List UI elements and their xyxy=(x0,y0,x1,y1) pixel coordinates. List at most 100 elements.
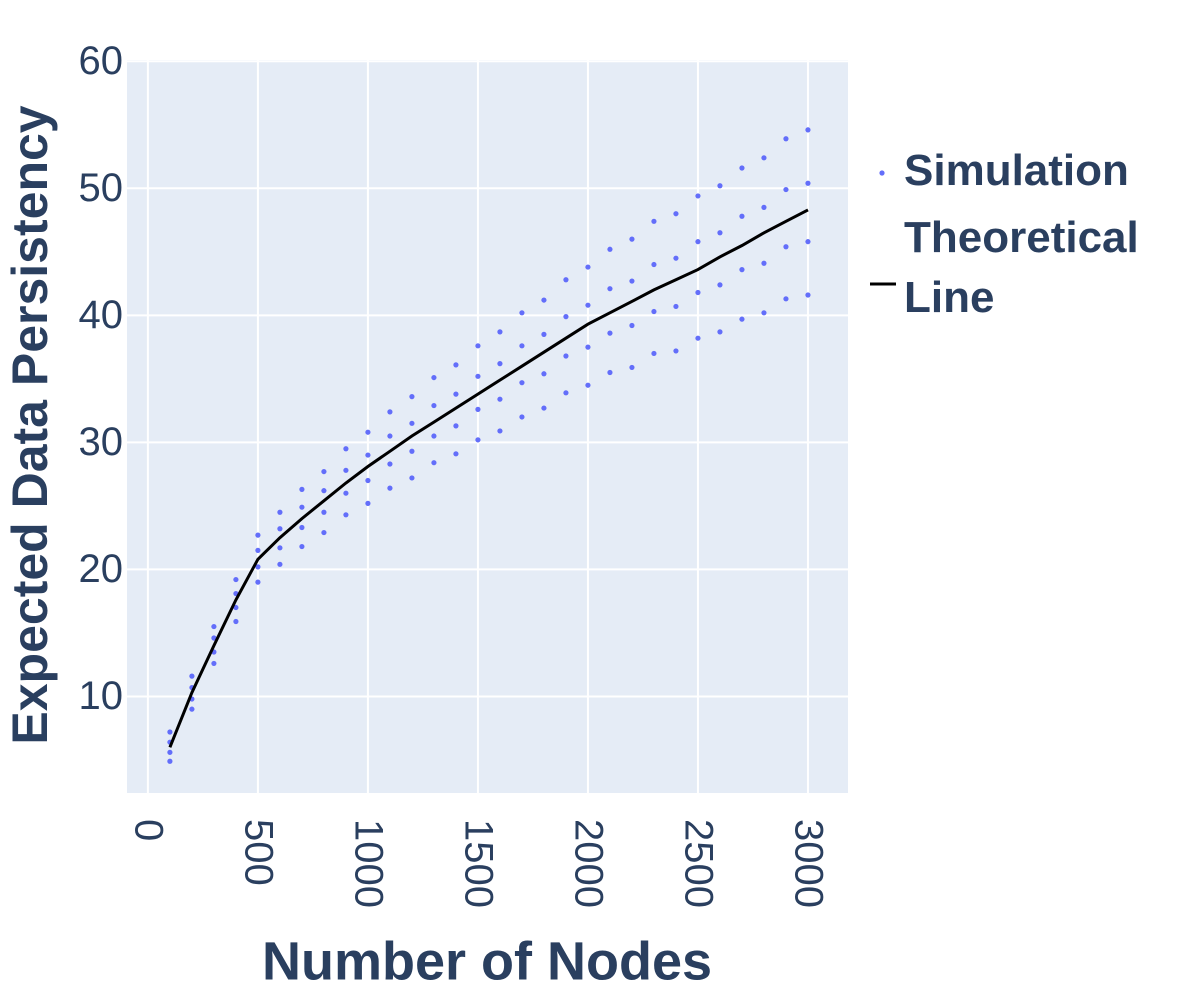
tick-labels: 0 500 1000 1500 2000 2500 3000 10 20 30 40 50 60 xyxy=(79,39,831,908)
scatter-point xyxy=(519,343,525,349)
scatter-point xyxy=(541,371,547,377)
scatter-point xyxy=(541,297,547,303)
legend-swatch xyxy=(879,170,885,176)
scatter-point xyxy=(585,344,591,350)
scatter-point xyxy=(299,543,305,550)
scatter-point xyxy=(607,369,613,376)
x-tick-label: 3000 xyxy=(786,819,830,908)
scatter-point xyxy=(629,236,635,242)
scatter-point xyxy=(563,277,569,283)
scatter-point xyxy=(343,467,349,473)
scatter-point xyxy=(717,230,723,236)
scatter-point xyxy=(189,706,195,712)
scatter-point xyxy=(321,529,327,536)
legend-swatch xyxy=(870,282,896,286)
scatter-point xyxy=(453,423,459,429)
scatter-point xyxy=(233,576,239,583)
x-tick-label: 1500 xyxy=(456,819,500,908)
scatter-point xyxy=(343,512,349,518)
scatter-point xyxy=(299,504,305,510)
scatter-point xyxy=(783,244,789,250)
scatter-point xyxy=(233,618,239,625)
scatter-point xyxy=(475,437,481,443)
scatter-point xyxy=(629,322,635,329)
scatter-point xyxy=(453,362,459,368)
y-tick-label: 30 xyxy=(79,420,124,464)
scatter-point xyxy=(475,343,481,349)
scatter-point xyxy=(585,302,591,308)
scatter-point xyxy=(695,335,701,341)
scatter-point xyxy=(651,218,657,224)
scatter-point xyxy=(717,329,723,335)
scatter-point xyxy=(541,405,547,411)
scatter-point xyxy=(343,446,349,452)
scatter-point xyxy=(519,310,525,316)
scatter-point xyxy=(211,623,217,630)
scatter-point xyxy=(651,261,657,268)
scatter-point xyxy=(695,239,701,245)
scatter-point xyxy=(761,155,767,161)
scatter-point xyxy=(563,314,569,320)
scatter-point xyxy=(607,246,613,252)
scatter-point xyxy=(805,127,811,133)
scatter-point xyxy=(739,267,745,273)
x-tick-label: 500 xyxy=(236,819,280,886)
legend-item[interactable]: Simulation xyxy=(870,140,1180,202)
scatter-point xyxy=(673,211,679,217)
x-tick-label: 2500 xyxy=(676,819,720,908)
scatter-point xyxy=(167,758,173,764)
scatter-point xyxy=(607,286,613,292)
scatter-point xyxy=(387,461,393,467)
scatter-point xyxy=(211,660,217,667)
scatter-point xyxy=(739,213,745,219)
scatter-point xyxy=(497,329,503,335)
scatter-point xyxy=(365,429,371,435)
scatter-point xyxy=(365,452,371,458)
scatter-point xyxy=(607,330,613,336)
scatter-point xyxy=(673,348,679,354)
scatter-point xyxy=(277,545,283,551)
x-tick-label: 0 xyxy=(126,819,170,841)
scatter-point xyxy=(673,255,679,261)
scatter-point xyxy=(343,490,349,496)
scatter-point xyxy=(761,204,767,210)
scatter-point xyxy=(321,468,327,475)
x-tick-label: 1000 xyxy=(346,819,390,908)
scatter-point xyxy=(255,532,261,538)
scatter-point xyxy=(805,292,811,298)
scatter-point xyxy=(563,390,569,396)
theoretical-line xyxy=(168,208,809,748)
legend-marker xyxy=(879,170,885,176)
scatter-point xyxy=(321,509,327,515)
x-axis-title: Number of Nodes xyxy=(262,931,712,991)
scatter-point xyxy=(409,420,415,426)
scatter-point xyxy=(167,729,173,735)
scatter-point xyxy=(299,524,305,531)
scatter-point xyxy=(695,289,701,296)
scatter-point xyxy=(387,433,393,439)
scatter-point xyxy=(541,331,547,337)
scatter-point xyxy=(695,193,701,199)
scatter-point xyxy=(783,296,789,302)
scatter-point xyxy=(431,402,437,409)
scatter-point xyxy=(717,282,723,288)
scatter-point xyxy=(519,414,525,420)
y-tick-label: 10 xyxy=(79,674,124,718)
scatter-point xyxy=(409,448,415,454)
scatter-point xyxy=(585,382,591,388)
scatter-point xyxy=(321,488,327,494)
scatter-point xyxy=(365,500,371,506)
scatter-point xyxy=(277,509,283,515)
scatter-point xyxy=(277,526,283,532)
scatter-point xyxy=(673,303,679,310)
scatter-point xyxy=(387,409,393,415)
scatter-point xyxy=(255,579,261,585)
scatter-point xyxy=(563,353,569,359)
scatter-point xyxy=(717,183,723,189)
y-tick-label: 40 xyxy=(79,293,124,337)
legend-item[interactable]: Theoretical Line xyxy=(870,208,1180,329)
scatter-point xyxy=(629,278,635,284)
scatter-point xyxy=(277,561,283,567)
plot-background xyxy=(127,60,848,793)
scatter-point xyxy=(497,361,503,367)
